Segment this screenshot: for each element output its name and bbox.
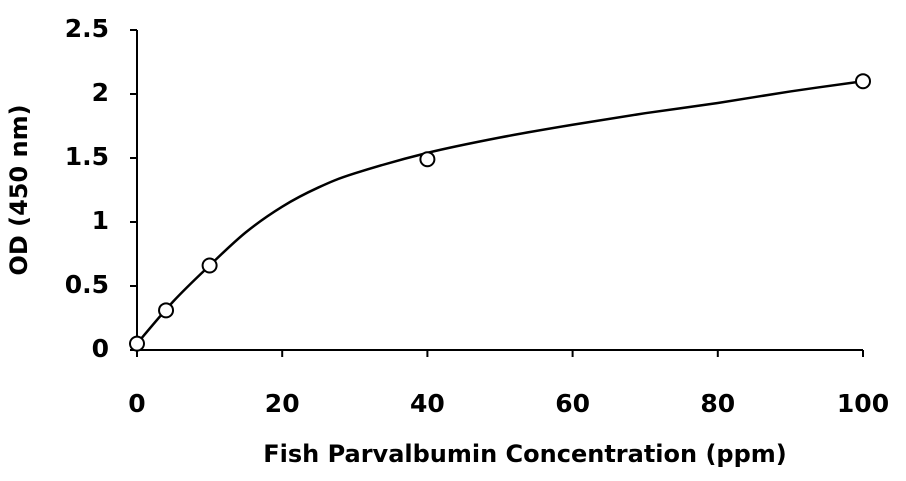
data-point (201, 257, 218, 274)
x-tick-label: 0 (128, 389, 145, 418)
x-tick-label: 40 (410, 389, 445, 418)
data-point (129, 335, 145, 352)
x-axis-title: Fish Parvalbumin Concentration (ppm) (263, 440, 787, 468)
y-tick-label: 0.5 (65, 270, 109, 299)
x-tick-label: 60 (555, 389, 590, 418)
y-axis-title: OD (450 nm) (5, 104, 33, 275)
x-tick-label: 20 (265, 389, 300, 418)
y-tick-label: 1.5 (65, 142, 109, 171)
y-tick-label: 2.5 (65, 14, 109, 43)
y-tick-label: 2 (92, 78, 109, 107)
data-point (419, 151, 436, 168)
x-tick-label: 100 (837, 389, 889, 418)
fit-curve (136, 79, 864, 345)
data-point (855, 73, 871, 90)
x-tick-label: 80 (700, 389, 735, 418)
y-tick-label: 0 (92, 334, 109, 363)
y-tick-label: 1 (92, 206, 109, 235)
data-point (158, 302, 175, 319)
